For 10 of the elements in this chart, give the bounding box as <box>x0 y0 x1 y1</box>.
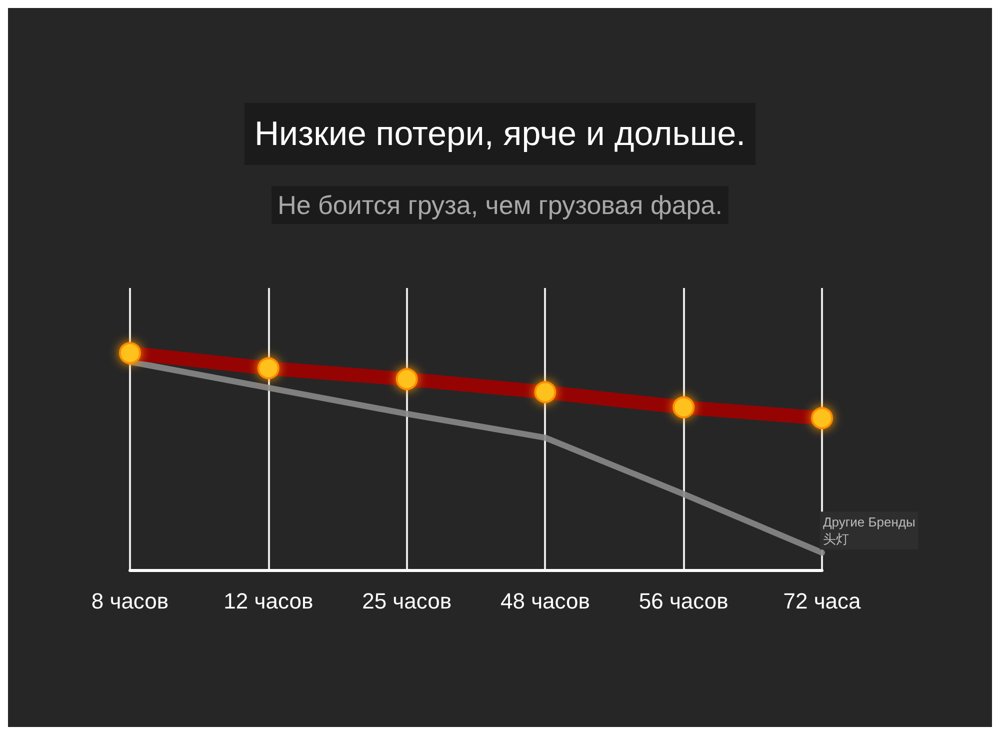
x-tick-label: 48 часов <box>500 588 590 614</box>
x-tick-label: 56 часов <box>638 588 728 614</box>
x-tick-label: 12 часов <box>224 588 314 614</box>
chart-subtitle: Не боится груза, чем грузовая фара. <box>278 190 722 220</box>
x-tick-label: 25 часов <box>362 588 452 614</box>
x-tick-label: 8 часов <box>91 588 169 614</box>
series-label: Другие Бренды <box>823 514 916 530</box>
x-tick-label: 72 часа <box>783 588 862 614</box>
chart-title: Низкие потери, ярче и дольше. <box>254 115 746 153</box>
text: 头灯 <box>823 532 849 547</box>
